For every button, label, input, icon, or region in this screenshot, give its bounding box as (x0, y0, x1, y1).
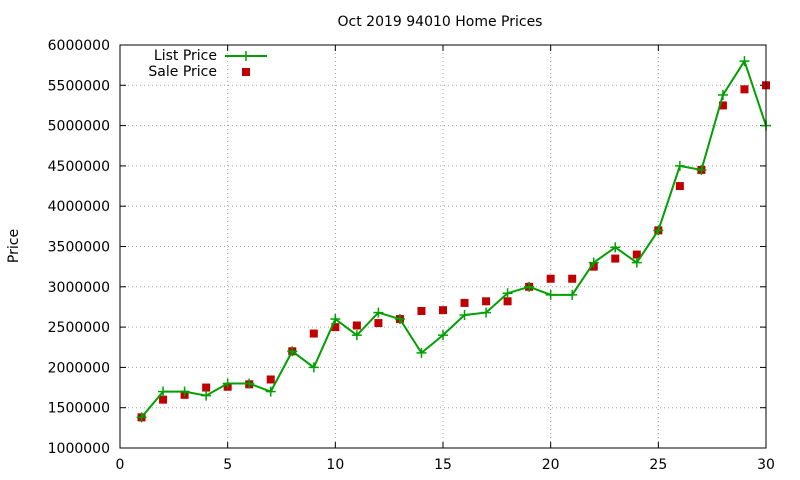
sale-price-point (482, 297, 491, 306)
list-price-point (244, 378, 255, 389)
sale-price-point (568, 274, 577, 283)
x-tick-label: 5 (223, 457, 232, 473)
sale-price-point (503, 297, 512, 306)
x-tick-label: 25 (649, 457, 667, 473)
list-price-point (158, 386, 169, 397)
sale-price-point (266, 375, 275, 384)
y-axis-label: Price (6, 229, 22, 263)
legend-label-list-price: List Price (154, 48, 217, 64)
list-price-point (265, 386, 276, 397)
x-tick-label: 0 (116, 457, 125, 473)
y-tick-label: 4500000 (48, 159, 110, 175)
list-price-point (459, 310, 470, 321)
sale-price-point (546, 274, 555, 283)
sale-price-point (309, 329, 318, 338)
legend-marker-sale-price (242, 68, 250, 76)
legend-label-sale-price: Sale Price (148, 64, 217, 80)
sale-price-point (331, 323, 340, 332)
list-price-point (394, 314, 405, 325)
list-price-point (481, 307, 492, 318)
sale-price-point (632, 250, 641, 259)
sale-price-point (352, 321, 361, 330)
x-tick-label: 10 (326, 457, 344, 473)
list-price-point (545, 289, 556, 300)
x-tick-label: 20 (542, 457, 560, 473)
sale-price-point (159, 395, 168, 404)
sale-price-point (439, 306, 447, 315)
sale-price-point (611, 254, 620, 263)
list-price-point (631, 257, 642, 268)
list-price-point (136, 412, 147, 423)
y-tick-label: 3000000 (48, 280, 110, 296)
y-tick-label: 2500000 (48, 320, 110, 336)
list-price-point (524, 281, 535, 292)
y-tick-label: 5000000 (48, 119, 110, 135)
axis-ticks: 1000000 1500000 2000000 2500000 3000000 35000… (48, 38, 775, 473)
y-tick-label: 1500000 (48, 401, 110, 417)
list-price-point (416, 347, 427, 358)
list-price-point (567, 289, 578, 300)
y-tick-label: 1000000 (48, 441, 110, 457)
plot-marks (136, 56, 771, 423)
chart-title: Oct 2019 94010 Home Prices (338, 14, 543, 30)
plot-frame (119, 44, 767, 449)
sale-price-point (374, 319, 383, 328)
list-price-point (502, 288, 513, 299)
list-price-point (588, 257, 599, 268)
list-price-point (739, 56, 750, 67)
list-price-point (351, 330, 362, 341)
list-price-point (653, 225, 664, 236)
sale-price-point (718, 101, 727, 110)
list-price-point (438, 330, 448, 341)
sale-price-point (417, 306, 426, 315)
y-tick-label: 4000000 (48, 199, 110, 215)
y-tick-label: 3500000 (48, 240, 110, 256)
legend-marker-list-price (241, 51, 251, 61)
sale-price-point (740, 85, 749, 94)
y-tick-label: 5500000 (48, 78, 110, 94)
sale-price-point (202, 383, 211, 392)
sale-price-point (675, 182, 684, 191)
list-price-point (373, 307, 384, 318)
list-price-point (717, 89, 728, 100)
list-price-point (330, 314, 341, 325)
x-tick-label: 30 (757, 457, 775, 473)
list-price-point (610, 242, 621, 253)
sale-price-point (460, 298, 469, 307)
list-price-point (179, 386, 190, 397)
list-price-point (222, 378, 233, 389)
list-price-point (308, 362, 319, 373)
x-tick-label: 15 (434, 457, 452, 473)
list-price-point (201, 390, 212, 401)
list-price-point (696, 164, 707, 175)
y-tick-label: 6000000 (48, 38, 110, 54)
y-tick-label: 2000000 (48, 360, 110, 376)
list-price-point (287, 346, 298, 357)
list-price-point (674, 160, 685, 171)
